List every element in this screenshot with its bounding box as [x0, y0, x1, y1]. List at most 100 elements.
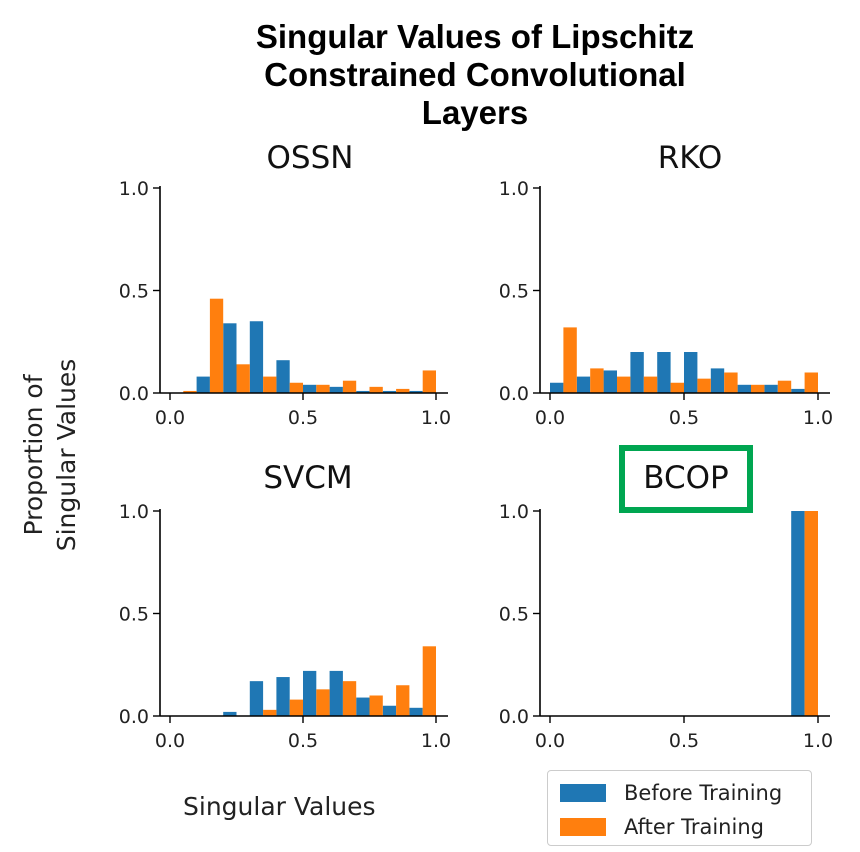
bar-rko-before-7: [737, 384, 751, 393]
bar-rko-before-5: [684, 352, 698, 393]
bar-ossn-after-0: [183, 390, 197, 393]
bar-svcm-before-4: [276, 677, 290, 716]
subplot-title-bcop: BCOP: [643, 460, 728, 496]
bar-svcm-before-5: [303, 670, 317, 716]
bar-rko-after-9: [804, 372, 818, 393]
bar-ossn-after-6: [342, 380, 357, 393]
bar-rko-after-5: [697, 378, 711, 393]
bar-ossn-before-2: [223, 323, 237, 393]
bar-rko-after-1: [590, 368, 604, 393]
legend: Before Training After Training: [547, 770, 812, 846]
bar-rko-before-0: [550, 382, 564, 393]
bar-svcm-after-6: [342, 681, 357, 716]
bar-svcm-before-9: [409, 707, 423, 716]
y-tick-label-rko-0: 0.0: [499, 383, 529, 405]
y-tick-label-svcm-2: 1.0: [119, 501, 149, 523]
panel-ossn: 0.0 0.5 1.0 0.0 0.5 1.0 OSSN: [119, 140, 451, 429]
x-tick-label-ossn-1: 0.5: [288, 407, 318, 429]
bar-svcm-before-3: [249, 681, 264, 716]
bar-rko-before-8: [764, 384, 778, 393]
bar-ossn-before-9: [409, 390, 423, 393]
x-tick-label-ossn-0: 0.0: [155, 407, 185, 429]
bar-ossn-after-8: [396, 388, 410, 393]
bar-bcop-before-9: [791, 511, 805, 716]
bar-ossn-before-8: [382, 390, 397, 393]
y-tick-label-ossn-0: 0.0: [119, 383, 149, 405]
figure-title-line-3: Layers: [421, 94, 529, 131]
legend-label-before: Before Training: [624, 781, 783, 805]
bar-svcm-after-7: [369, 695, 383, 716]
bar-svcm-before-6: [329, 670, 343, 716]
bar-svcm-after-4: [289, 699, 303, 716]
bar-ossn-after-7: [369, 386, 383, 393]
x-tick-label-svcm-2: 1.0: [421, 730, 451, 752]
bar-svcm-before-2: [223, 711, 237, 716]
y-tick-label-bcop-1: 0.5: [499, 604, 529, 626]
y-tick-label-rko-1: 0.5: [499, 281, 529, 303]
legend-label-after: After Training: [624, 815, 764, 839]
bar-svcm-after-8: [396, 685, 410, 716]
bar-rko-before-9: [791, 388, 805, 393]
x-tick-label-rko-0: 0.0: [535, 407, 565, 429]
x-tick-label-bcop-2: 1.0: [803, 730, 833, 752]
bar-ossn-after-1: [209, 298, 224, 393]
bar-ossn-before-1: [196, 376, 210, 393]
bar-rko-before-1: [576, 376, 591, 393]
subplot-title-rko: RKO: [658, 140, 723, 176]
bar-svcm-before-8: [382, 705, 397, 716]
bar-ossn-after-2: [236, 364, 250, 393]
bar-rko-after-3: [643, 376, 658, 393]
panel-rko: 0.0 0.5 1.0 0.0 0.5 1.0 RKO: [499, 140, 833, 429]
figure-title-line-1: Singular Values of Lipschitz: [255, 18, 695, 55]
legend-swatch-after: [560, 818, 606, 836]
bar-rko-before-3: [630, 352, 644, 393]
x-tick-label-rko-1: 0.5: [669, 407, 699, 429]
bar-rko-after-4: [670, 382, 684, 393]
x-tick-label-svcm-0: 0.0: [155, 730, 185, 752]
bar-rko-after-7: [751, 384, 765, 393]
bar-rko-before-6: [710, 368, 725, 393]
subplot-title-ossn: OSSN: [267, 140, 354, 176]
bar-svcm-after-3: [263, 709, 277, 716]
bar-svcm-after-9: [422, 646, 436, 716]
legend-swatch-before: [560, 784, 606, 802]
y-tick-label-rko-2: 1.0: [499, 178, 529, 200]
legend-item-before: Before Training: [560, 781, 782, 805]
x-tick-label-rko-2: 1.0: [803, 407, 833, 429]
bar-svcm-after-5: [316, 689, 330, 716]
x-tick-label-ossn-2: 1.0: [421, 407, 451, 429]
panel-bcop: 0.0 0.5 1.0 0.0 0.5 1.0 BCOP: [499, 445, 833, 752]
x-tick-label-bcop-1: 0.5: [669, 730, 699, 752]
bar-ossn-after-5: [316, 384, 330, 393]
figure-title-line-2: Constrained Convolutional: [264, 56, 686, 93]
highlight-box-bcop: [619, 445, 753, 513]
bar-rko-after-0: [563, 327, 577, 393]
bar-rko-before-2: [603, 370, 617, 393]
bar-ossn-before-6: [329, 386, 343, 393]
bar-rko-before-4: [657, 352, 671, 393]
figure-title: Singular Values of Lipschitz Constrained…: [160, 18, 790, 132]
bar-ossn-after-9: [422, 370, 436, 393]
x-axis-label: Singular Values: [183, 792, 376, 821]
x-tick-label-bcop-0: 0.0: [535, 730, 565, 752]
y-tick-label-bcop-0: 0.0: [499, 706, 529, 728]
legend-item-after: After Training: [560, 815, 764, 839]
bar-ossn-after-3: [263, 376, 277, 393]
bar-svcm-before-7: [356, 697, 370, 716]
bar-ossn-before-4: [276, 360, 290, 393]
bar-ossn-after-4: [289, 382, 303, 393]
bar-ossn-before-3: [249, 321, 264, 393]
y-tick-label-svcm-0: 0.0: [119, 706, 149, 728]
y-tick-label-svcm-1: 0.5: [119, 604, 149, 626]
y-tick-label-bcop-2: 1.0: [499, 501, 529, 523]
subplot-title-svcm: SVCM: [263, 460, 352, 496]
bar-rko-after-8: [777, 380, 792, 393]
panel-svcm: 0.0 0.5 1.0 0.0 0.5 1.0 SVCM: [119, 460, 451, 752]
bar-ossn-before-7: [356, 390, 370, 393]
y-tick-label-ossn-1: 0.5: [119, 281, 149, 303]
bar-rko-after-6: [724, 372, 738, 393]
y-tick-label-ossn-2: 1.0: [119, 178, 149, 200]
bar-ossn-before-5: [303, 384, 317, 393]
bar-bcop-after-9: [804, 511, 818, 716]
